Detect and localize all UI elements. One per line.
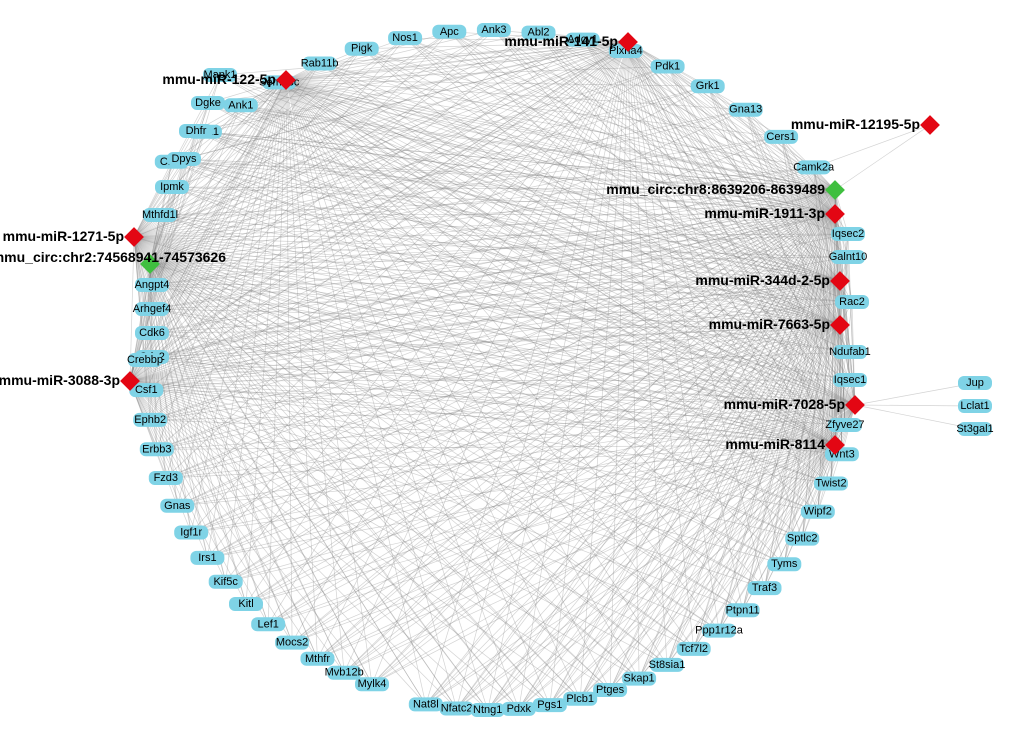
gene-node: Nat8l — [409, 697, 443, 711]
gene-node: Pigk — [345, 42, 379, 56]
gene-node: Angpt4 — [135, 278, 170, 292]
gene-node: Grk1 — [691, 79, 725, 93]
gene-node: Erbb3 — [140, 442, 174, 456]
gene-node: Iqsec1 — [833, 373, 867, 387]
mir-label: mmu-miR-3088-3p — [0, 372, 120, 388]
gene-node: Galnt10 — [829, 250, 868, 264]
gene-node: Ptges — [593, 683, 627, 697]
gene-node: Dpys — [167, 152, 201, 166]
gene-node: Gna13 — [729, 103, 763, 117]
gene-node: Gnas — [160, 499, 194, 513]
mir-label: mmu-miR-8114 — [725, 436, 825, 452]
gene-node: Iqsec2 — [831, 227, 865, 241]
gene-node: Ipmk — [155, 180, 189, 194]
gene-node: Nos1 — [388, 31, 422, 45]
mir-label: mmu-miR-7663-5p — [709, 316, 830, 332]
gene-node: Ntng1 — [471, 703, 505, 717]
gene-node: Cdk6 — [135, 326, 169, 340]
circ-node: mmu_circ:chr2:74568941-74573626 — [0, 249, 226, 274]
gene-node: Skap1 — [622, 672, 656, 686]
mir-label: mmu-miR-1271-5p — [3, 228, 124, 244]
gene-node: Traf3 — [748, 581, 782, 595]
gene-node: Pdxk — [502, 702, 536, 716]
gene-node: Mthfr — [301, 652, 335, 666]
gene-node: Dgke — [191, 96, 225, 110]
gene-node: Mylk4 — [355, 677, 389, 691]
circ-node: mmu_circ:chr8:8639206-8639489 — [606, 180, 845, 200]
gene-node: Ephb2 — [133, 413, 167, 427]
gene-node: Igf1r — [174, 526, 208, 540]
gene-node: Twist2 — [814, 477, 848, 491]
gene-node: Tcf7l2 — [677, 642, 711, 656]
mir-node: mmu-miR-3088-3p — [0, 371, 140, 391]
gene-node: Camk2a — [793, 160, 835, 174]
gene-node: Jup — [958, 376, 992, 390]
gene-node: Cers1 — [764, 130, 798, 144]
gene-node: Dhfr — [179, 124, 213, 138]
mir-label: mmu-miR-141-5p — [504, 33, 618, 49]
gene-node: Mthfd1l — [142, 208, 178, 222]
mir-label: mmu-miR-7028-5p — [724, 396, 845, 412]
mir-label: mmu-miR-122-5p — [162, 71, 276, 87]
network-diagram: Cnr1Bcat1Ank1Sema3cRab11bPigkNos1ApcAnk3… — [0, 0, 1020, 749]
mir-node: mmu-miR-7663-5p — [709, 315, 850, 335]
gene-node: Irs1 — [190, 551, 224, 565]
gene-node: Lef1 — [251, 617, 285, 631]
gene-node: Mocs2 — [275, 636, 309, 650]
gene-node: Fzd3 — [149, 471, 183, 485]
gene-node: Kitl — [229, 597, 263, 611]
gene-node: Zfyve27 — [825, 418, 864, 432]
gene-node: Ndufab1 — [829, 345, 871, 359]
mir-node: mmu-miR-1911-3p — [704, 204, 844, 224]
gene-node: St3gal1 — [956, 422, 993, 436]
gene-node: Pgs1 — [533, 698, 567, 712]
gene-node: Ptpn11 — [726, 603, 760, 617]
gene-node: Mvb12b — [325, 666, 364, 680]
gene-node: St8sia1 — [649, 658, 686, 672]
mir-node: mmu-miR-1271-5p — [3, 227, 144, 247]
circ-label: mmu_circ:chr2:74568941-74573626 — [0, 249, 226, 265]
gene-node: Plcb1 — [563, 692, 597, 706]
gene-node: Pdk1 — [651, 60, 685, 74]
mir-node: mmu-miR-344d-2-5p — [695, 271, 849, 291]
gene-node: Kif5c — [209, 575, 243, 589]
gene-node: Tyms — [767, 557, 801, 571]
mir-node: mmu-miR-12195-5p — [791, 115, 940, 135]
mir-node: mmu-miR-141-5p — [504, 32, 637, 52]
gene-node: Rab11b — [301, 57, 339, 71]
gene-node: Rac2 — [835, 295, 869, 309]
gene-node: Apc — [432, 25, 466, 39]
gene-node: Sptlc2 — [785, 532, 819, 546]
gene-node: Crebbp — [127, 353, 163, 367]
circ-label: mmu_circ:chr8:8639206-8639489 — [606, 181, 825, 197]
mir-label: mmu-miR-344d-2-5p — [695, 272, 830, 288]
mir-label: mmu-miR-12195-5p — [791, 116, 920, 132]
mir-node: mmu-miR-7028-5p — [724, 395, 865, 415]
gene-node: Ank1 — [224, 98, 258, 112]
gene-node: Arhgef4 — [133, 302, 172, 316]
mir-label: mmu-miR-1911-3p — [704, 205, 825, 221]
gene-node: Wipf2 — [801, 505, 835, 519]
mir-node: mmu-miR-122-5p — [162, 70, 295, 90]
gene-node: Nfatc2 — [440, 702, 474, 716]
gene-node: Lclat1 — [958, 399, 992, 413]
